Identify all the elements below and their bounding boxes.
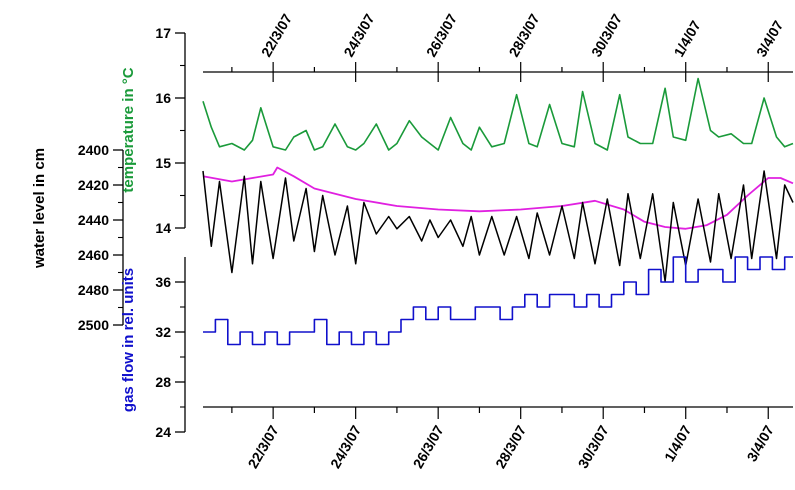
bottom-date-tick-label: 30/3/07: [575, 422, 612, 471]
water_level-tick-label: 2460: [78, 247, 109, 263]
top-date-tick-label: 3/4/07: [753, 18, 786, 60]
bottom-date-tick-label: 24/3/07: [327, 422, 364, 471]
bottom-date-tick-label: 1/4/07: [661, 422, 694, 464]
water_level-tick-label: 2420: [78, 177, 109, 193]
top-date-tick-label: 30/3/07: [588, 11, 625, 60]
gas_flow-tick-label: 36: [155, 274, 171, 290]
water_level-tick-label: 2400: [78, 142, 109, 158]
gas_flow-tick-label: 28: [155, 374, 171, 390]
gas_flow-tick-label: 32: [155, 324, 171, 340]
water-level-smooth-series-line: [202, 166, 794, 230]
top-date-tick-label: 28/3/07: [505, 11, 542, 60]
bottom-date-tick-label: 22/3/07: [245, 422, 282, 471]
water_level-tick-label: 2440: [78, 212, 109, 228]
temperature-tick-label: 15: [155, 155, 171, 171]
top-date-tick-label: 1/4/07: [670, 18, 703, 60]
top-date-tick-label: 22/3/07: [258, 11, 295, 60]
water_level-tick-label: 2480: [78, 282, 109, 298]
bottom-date-tick-label: 3/4/07: [744, 422, 777, 464]
axes-frame: 14 15 16 17 2400 2420 2440 2460 2480 2500 24 28 32 36…: [78, 11, 793, 471]
bottom-date-tick-label: 28/3/07: [492, 422, 529, 471]
labels-layer: temperature in °C water level in cm gas …: [31, 67, 137, 412]
bottom-date-tick-label: 26/3/07: [410, 422, 447, 471]
temperature-tick-label: 14: [155, 220, 171, 236]
top-date-tick-label: 24/3/07: [340, 11, 377, 60]
water_level-tick-label: 2500: [78, 317, 109, 333]
temperature-axis-label: temperature in °C: [120, 67, 137, 192]
temperature-series-line: [202, 77, 794, 151]
gas-flow-series-line: [203, 256, 793, 346]
top-date-tick-label: 26/3/07: [423, 11, 460, 60]
water-level-axis-label: water level in cm: [31, 148, 48, 269]
series-layer: [202, 77, 794, 346]
gas-flow-axis-label: gas flow in rel. units: [120, 268, 137, 412]
gas_flow-tick-label: 24: [155, 424, 171, 440]
temperature-tick-label: 17: [155, 25, 171, 41]
water-level-series-line: [202, 170, 794, 283]
temperature-tick-label: 16: [155, 90, 171, 106]
